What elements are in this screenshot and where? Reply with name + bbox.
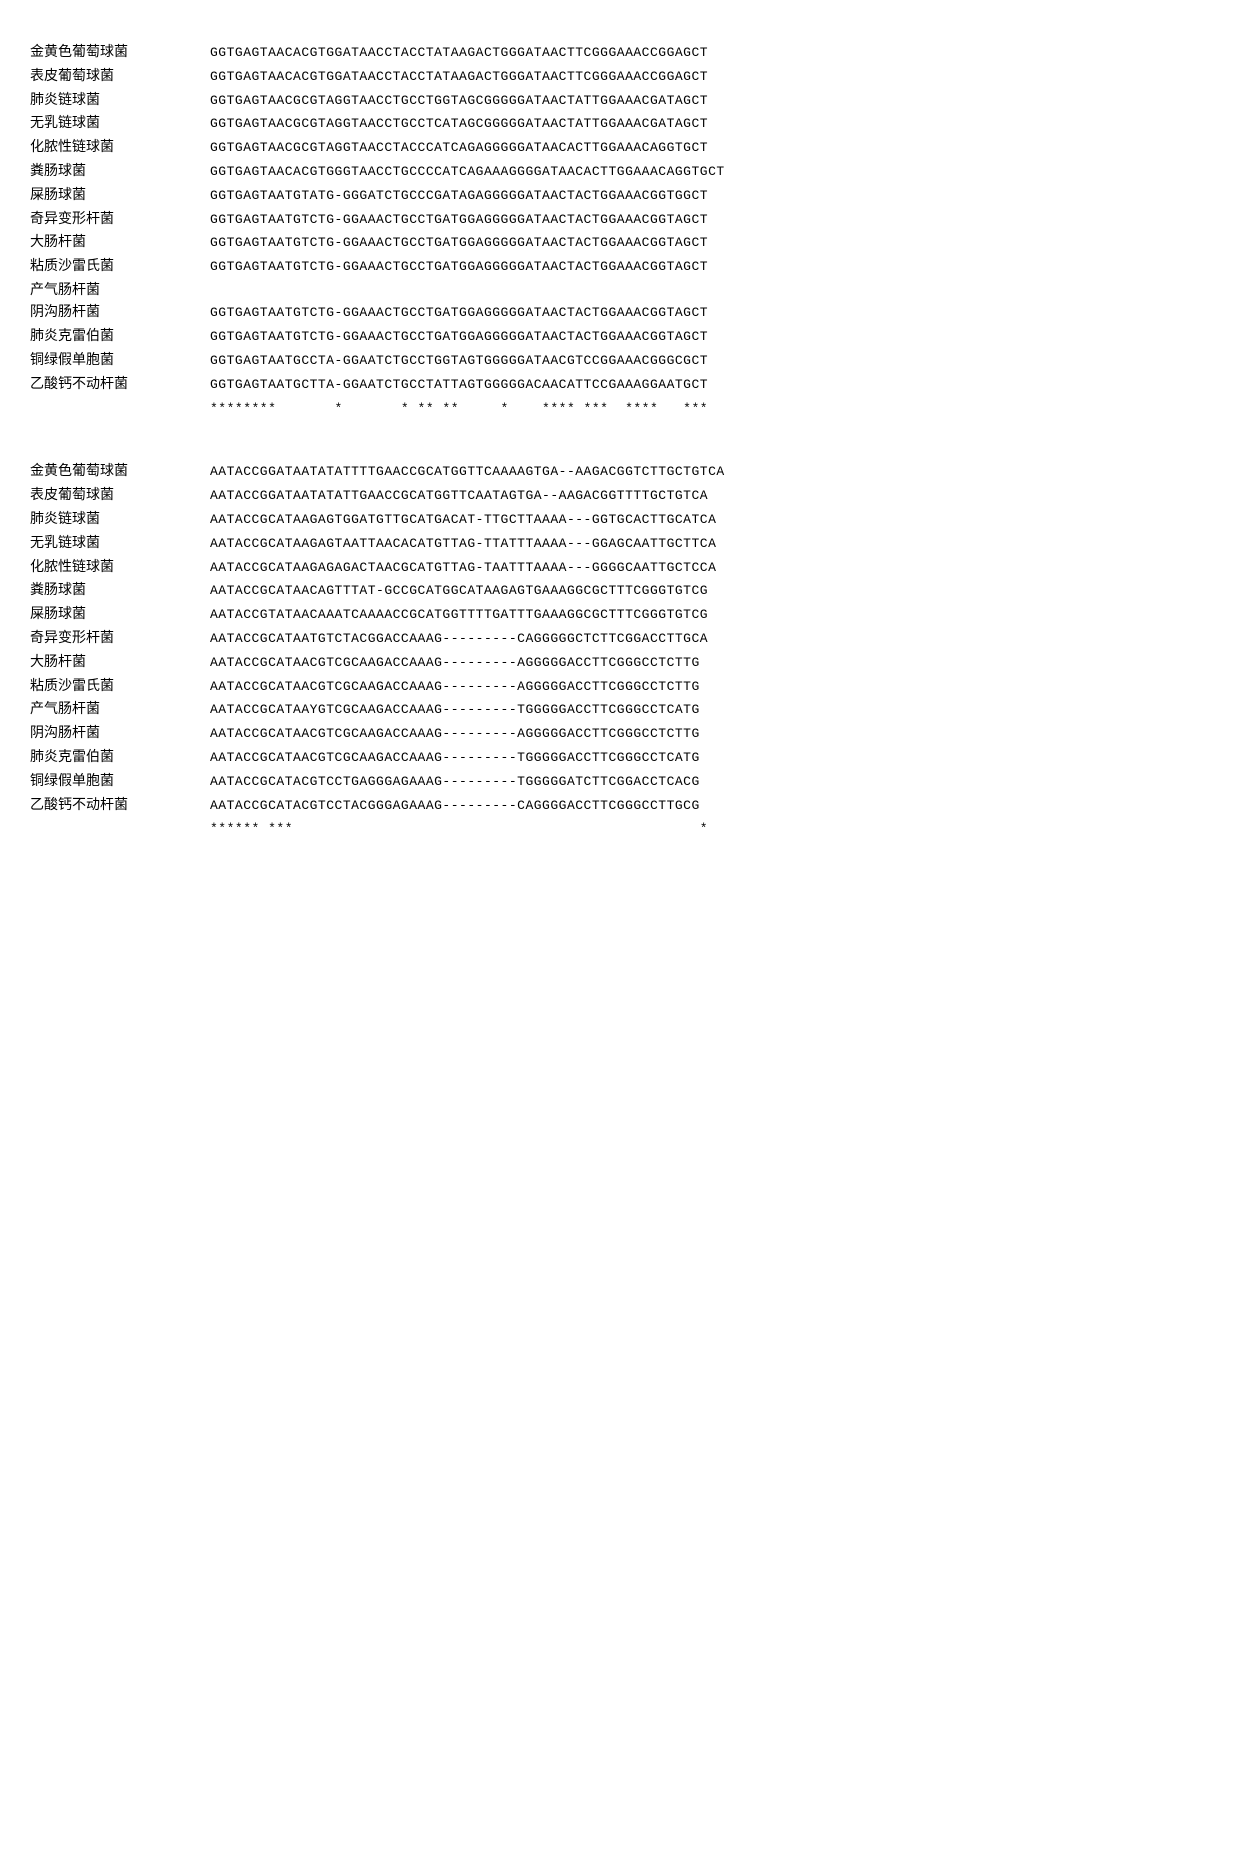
sequence-row: 阴沟肠杆菌GGTGAGTAATGTCTG-GGAAACTGCCTGATGGAGG…	[30, 300, 1210, 324]
sequence-row: 肺炎克雷伯菌AATACCGCATAACGTCGCAAGACCAAAG------…	[30, 745, 1210, 769]
sequence-row: 乙酸钙不动杆菌GGTGAGTAATGCTTA-GGAATCTGCCTATTAGT…	[30, 372, 1210, 396]
sequence-text: GGTGAGTAATGCCTA-GGAATCTGCCTGGTAGTGGGGGAT…	[210, 351, 708, 372]
alignment-block-0: 金黄色葡萄球菌GGTGAGTAACACGTGGATAACCTACCTATAAGA…	[30, 40, 1210, 419]
species-label: 奇异变形杆菌	[30, 626, 210, 648]
sequence-text: GGTGAGTAATGTATG-GGGATCTGCCCGATAGAGGGGGAT…	[210, 186, 708, 207]
sequence-row: 奇异变形杆菌AATACCGCATAATGTCTACGGACCAAAG------…	[30, 626, 1210, 650]
consensus-text: ****** *** *	[210, 819, 708, 840]
sequence-text: GGTGAGTAACGCGTAGGTAACCTGCCTGGTAGCGGGGGAT…	[210, 91, 708, 112]
sequence-text: AATACCGCATAAGAGAGACTAACGCATGTTAG-TAATTTA…	[210, 558, 716, 579]
species-label: 大肠杆菌	[30, 230, 210, 252]
sequence-text: GGTGAGTAATGTCTG-GGAAACTGCCTGATGGAGGGGGAT…	[210, 233, 708, 254]
sequence-text: AATACCGCATAACGTCGCAAGACCAAAG---------AGG…	[210, 724, 700, 745]
sequence-row: 大肠杆菌GGTGAGTAATGTCTG-GGAAACTGCCTGATGGAGGG…	[30, 230, 1210, 254]
sequence-text: GGTGAGTAATGTCTG-GGAAACTGCCTGATGGAGGGGGAT…	[210, 303, 708, 324]
sequence-row: 乙酸钙不动杆菌AATACCGCATACGTCCTACGGGAGAAAG-----…	[30, 793, 1210, 817]
species-label: 表皮葡萄球菌	[30, 483, 210, 505]
alignment-block-1: 金黄色葡萄球菌AATACCGGATAATATATTTTGAACCGCATGGTT…	[30, 459, 1210, 840]
species-label: 肺炎克雷伯菌	[30, 324, 210, 346]
species-label: 肺炎链球菌	[30, 88, 210, 110]
species-label: 金黄色葡萄球菌	[30, 40, 210, 62]
sequence-text: AATACCGCATAACAGTTTAT-GCCGCATGGCATAAGAGTG…	[210, 581, 708, 602]
species-label: 化脓性链球菌	[30, 135, 210, 157]
sequence-row: 产气肠杆菌AATACCGCATAAYGTCGCAAGACCAAAG-------…	[30, 697, 1210, 721]
species-label: 粘质沙雷氏菌	[30, 254, 210, 276]
sequence-row: 奇异变形杆菌GGTGAGTAATGTCTG-GGAAACTGCCTGATGGAG…	[30, 207, 1210, 231]
species-label: 阴沟肠杆菌	[30, 721, 210, 743]
species-label: 铜绿假单胞菌	[30, 348, 210, 370]
sequence-text: AATACCGCATAACGTCGCAAGACCAAAG---------TGG…	[210, 748, 700, 769]
sequence-text: AATACCGCATAACGTCGCAAGACCAAAG---------AGG…	[210, 653, 700, 674]
sequence-text: GGTGAGTAACACGTGGATAACCTACCTATAAGACTGGGAT…	[210, 67, 708, 88]
sequence-row: 铜绿假单胞菌AATACCGCATACGTCCTGAGGGAGAAAG------…	[30, 769, 1210, 793]
sequence-row: 表皮葡萄球菌GGTGAGTAACACGTGGATAACCTACCTATAAGAC…	[30, 64, 1210, 88]
species-label: 粪肠球菌	[30, 159, 210, 181]
sequence-text: GGTGAGTAATGTCTG-GGAAACTGCCTGATGGAGGGGGAT…	[210, 257, 708, 278]
species-label: 肺炎链球菌	[30, 507, 210, 529]
sequence-text: AATACCGCATAATGTCTACGGACCAAAG---------CAG…	[210, 629, 708, 650]
sequence-row: 粪肠球菌AATACCGCATAACAGTTTAT-GCCGCATGGCATAAG…	[30, 578, 1210, 602]
species-label: 铜绿假单胞菌	[30, 769, 210, 791]
species-label: 乙酸钙不动杆菌	[30, 793, 210, 815]
sequence-text: AATACCGGATAATATATTGAACCGCATGGTTCAATAGTGA…	[210, 486, 708, 507]
sequence-text: AATACCGCATAAGAGTAATTAACACATGTTAG-TTATTTA…	[210, 534, 716, 555]
sequence-text: AATACCGCATAAGAGTGGATGTTGCATGACAT-TTGCTTA…	[210, 510, 716, 531]
sequence-text: AATACCGCATACGTCCTGAGGGAGAAAG---------TGG…	[210, 772, 700, 793]
sequence-text: GGTGAGTAACGCGTAGGTAACCTGCCTCATAGCGGGGGAT…	[210, 114, 708, 135]
sequence-row: 粘质沙雷氏菌GGTGAGTAATGTCTG-GGAAACTGCCTGATGGAG…	[30, 254, 1210, 278]
sequence-row: 肺炎克雷伯菌GGTGAGTAATGTCTG-GGAAACTGCCTGATGGAG…	[30, 324, 1210, 348]
sequence-row: 化脓性链球菌GGTGAGTAACGCGTAGGTAACCTACCCATCAGAG…	[30, 135, 1210, 159]
species-label: 化脓性链球菌	[30, 555, 210, 577]
species-label: 肺炎克雷伯菌	[30, 745, 210, 767]
species-label: 粪肠球菌	[30, 578, 210, 600]
sequence-row: 粘质沙雷氏菌AATACCGCATAACGTCGCAAGACCAAAG------…	[30, 674, 1210, 698]
species-label: 产气肠杆菌	[30, 278, 210, 300]
sequence-text: GGTGAGTAACACGTGGATAACCTACCTATAAGACTGGGAT…	[210, 43, 708, 64]
sequence-row: 肺炎链球菌GGTGAGTAACGCGTAGGTAACCTGCCTGGTAGCGG…	[30, 88, 1210, 112]
species-label: 乙酸钙不动杆菌	[30, 372, 210, 394]
sequence-text: AATACCGCATAAYGTCGCAAGACCAAAG---------TGG…	[210, 700, 700, 721]
sequence-row: 无乳链球菌GGTGAGTAACGCGTAGGTAACCTGCCTCATAGCGG…	[30, 111, 1210, 135]
sequence-text: GGTGAGTAACGCGTAGGTAACCTACCCATCAGAGGGGGAT…	[210, 138, 708, 159]
species-label: 无乳链球菌	[30, 531, 210, 553]
species-label: 金黄色葡萄球菌	[30, 459, 210, 481]
sequence-row: 粪肠球菌GGTGAGTAACACGTGGGTAACCTGCCCCATCAGAAA…	[30, 159, 1210, 183]
species-label: 阴沟肠杆菌	[30, 300, 210, 322]
sequence-row: 表皮葡萄球菌AATACCGGATAATATATTGAACCGCATGGTTCAA…	[30, 483, 1210, 507]
species-label: 粘质沙雷氏菌	[30, 674, 210, 696]
species-label: 奇异变形杆菌	[30, 207, 210, 229]
sequence-row: 肺炎链球菌AATACCGCATAAGAGTGGATGTTGCATGACAT-TT…	[30, 507, 1210, 531]
sequence-text: GGTGAGTAACACGTGGGTAACCTGCCCCATCAGAAAGGGG…	[210, 162, 725, 183]
species-label: 表皮葡萄球菌	[30, 64, 210, 86]
consensus-row: ******** * * ** ** * **** *** **** ***	[30, 396, 1210, 420]
sequence-text: GGTGAGTAATGCTTA-GGAATCTGCCTATTAGTGGGGGAC…	[210, 375, 708, 396]
sequence-text: AATACCGTATAACAAATCAAAACCGCATGGTTTTGATTTG…	[210, 605, 708, 626]
sequence-row: 屎肠球菌GGTGAGTAATGTATG-GGGATCTGCCCGATAGAGGG…	[30, 183, 1210, 207]
sequence-row: 大肠杆菌AATACCGCATAACGTCGCAAGACCAAAG--------…	[30, 650, 1210, 674]
sequence-row: 金黄色葡萄球菌GGTGAGTAACACGTGGATAACCTACCTATAAGA…	[30, 40, 1210, 64]
sequence-text: AATACCGGATAATATATTTTGAACCGCATGGTTCAAAAGT…	[210, 462, 725, 483]
species-label: 屎肠球菌	[30, 183, 210, 205]
sequence-row: 无乳链球菌AATACCGCATAAGAGTAATTAACACATGTTAG-TT…	[30, 531, 1210, 555]
sequence-text: AATACCGCATAACGTCGCAAGACCAAAG---------AGG…	[210, 677, 700, 698]
species-label: 产气肠杆菌	[30, 697, 210, 719]
sequence-text: GGTGAGTAATGTCTG-GGAAACTGCCTGATGGAGGGGGAT…	[210, 210, 708, 231]
sequence-row: 阴沟肠杆菌AATACCGCATAACGTCGCAAGACCAAAG-------…	[30, 721, 1210, 745]
sequence-text: GGTGAGTAATGTCTG-GGAAACTGCCTGATGGAGGGGGAT…	[210, 327, 708, 348]
sequence-row: 铜绿假单胞菌GGTGAGTAATGCCTA-GGAATCTGCCTGGTAGTG…	[30, 348, 1210, 372]
consensus-text: ******** * * ** ** * **** *** **** ***	[210, 399, 708, 420]
species-label: 屎肠球菌	[30, 602, 210, 624]
sequence-text: AATACCGCATACGTCCTACGGGAGAAAG---------CAG…	[210, 796, 700, 817]
species-label: 大肠杆菌	[30, 650, 210, 672]
sequence-row: 屎肠球菌AATACCGTATAACAAATCAAAACCGCATGGTTTTGA…	[30, 602, 1210, 626]
species-label: 无乳链球菌	[30, 111, 210, 133]
sequence-row: 金黄色葡萄球菌AATACCGGATAATATATTTTGAACCGCATGGTT…	[30, 459, 1210, 483]
sequence-row: 产气肠杆菌	[30, 278, 1210, 300]
sequence-row: 化脓性链球菌AATACCGCATAAGAGAGACTAACGCATGTTAG-T…	[30, 555, 1210, 579]
consensus-row: ****** *** *	[30, 816, 1210, 840]
